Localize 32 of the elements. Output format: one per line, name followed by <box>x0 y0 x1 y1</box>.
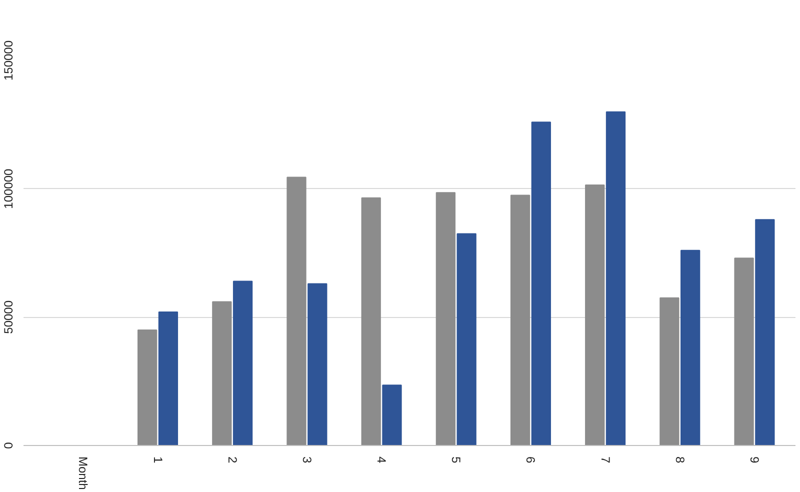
x-tick-label: 2 <box>225 456 240 464</box>
bar <box>531 122 551 446</box>
bar <box>382 384 402 446</box>
x-tick-label: 6 <box>524 456 538 464</box>
y-tick-label: 50000 <box>2 300 16 334</box>
bar <box>660 297 680 446</box>
x-tick-label: 5 <box>449 456 464 464</box>
y-tick-label: 150000 <box>2 40 16 81</box>
x-tick-label: 9 <box>747 456 762 464</box>
bar <box>436 192 456 446</box>
bar <box>456 233 476 446</box>
bar <box>585 184 605 446</box>
x-tick-label: 1 <box>150 456 165 464</box>
bar <box>212 301 232 446</box>
bar <box>232 280 253 446</box>
bar <box>680 250 700 446</box>
x-tick-label: Month <box>76 456 90 490</box>
bar <box>510 194 530 446</box>
bar <box>308 283 328 446</box>
bar <box>361 197 381 446</box>
bar <box>734 258 754 446</box>
x-tick-label: 7 <box>598 456 612 464</box>
bar <box>286 176 306 446</box>
bar <box>606 111 626 446</box>
x-tick-label: 8 <box>672 456 687 464</box>
bar <box>755 219 775 446</box>
x-tick-label: 3 <box>300 456 314 464</box>
x-tick-label: 4 <box>374 456 389 464</box>
bar <box>158 312 178 446</box>
y-tick-label: 0 <box>2 442 16 449</box>
y-tick-label: 100000 <box>2 168 16 209</box>
bar <box>137 330 158 446</box>
